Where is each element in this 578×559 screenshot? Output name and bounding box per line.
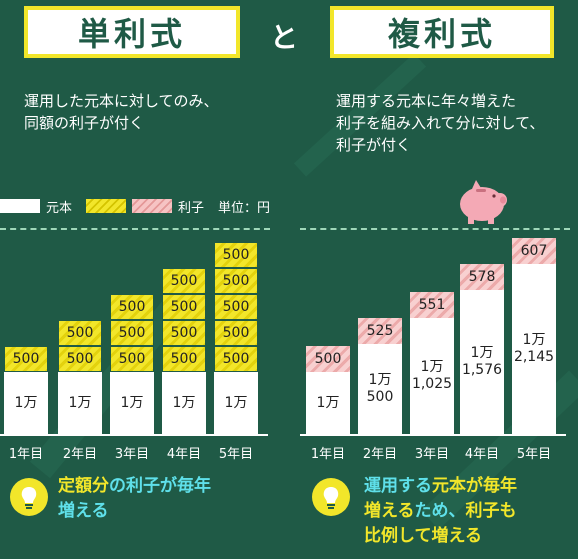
interest-block: 500 (162, 346, 206, 372)
interest-block: 500 (214, 242, 258, 268)
interest-block: 500 (58, 346, 102, 372)
interest-block: 500 (4, 346, 48, 372)
principal-bar: 1万 (58, 372, 102, 434)
legend-principal-swatch (0, 199, 40, 213)
simple-interest-description: 運用した元本に対してのみ、 同額の利子が付く (24, 92, 219, 132)
interest-block: 500 (214, 268, 258, 294)
interest-block: 500 (58, 320, 102, 346)
year-label: 5年目 (218, 447, 254, 462)
principal-bar: 1万 (4, 372, 48, 434)
principal-bar: 1万 (214, 372, 258, 434)
simple-interest-note: 定額分の利子が毎年 増える (58, 476, 211, 521)
interest-block: 500 (162, 320, 206, 346)
legend-interest-swatch-yellow (86, 199, 127, 213)
left-axis (0, 434, 268, 436)
left-guide-line (0, 228, 270, 230)
legend-unit: 単位：円 (218, 200, 271, 216)
interest-block: 500 (214, 320, 258, 346)
interest-block: 607 (512, 238, 556, 264)
legend-interest-label: 利子 (178, 200, 205, 216)
year-label: 1年目 (310, 447, 346, 462)
legend-principal-label: 元本 (46, 200, 73, 216)
year-label: 4年目 (166, 447, 202, 462)
compound-interest-title: 複利式 (330, 6, 554, 58)
principal-bar: 1万 1,025 (410, 318, 454, 434)
interest-block: 500 (162, 268, 206, 294)
lightbulb-icon (10, 478, 48, 516)
year-label: 3年目 (114, 447, 150, 462)
year-label: 5年目 (516, 447, 552, 462)
interest-block: 551 (410, 292, 454, 318)
legend: 元本 利子 単位：円 (0, 196, 270, 216)
piggy-bank-icon (460, 180, 507, 224)
interest-block: 500 (162, 294, 206, 320)
legend-interest-swatch-pink (132, 199, 173, 213)
interest-block: 578 (460, 264, 504, 290)
principal-bar: 1万 1,576 (460, 290, 504, 434)
interest-block: 500 (214, 346, 258, 372)
year-label: 3年目 (414, 447, 450, 462)
principal-bar: 1万 2,145 (512, 264, 556, 434)
simple-interest-title: 単利式 (24, 6, 240, 58)
principal-bar: 1万 (306, 372, 350, 434)
year-label: 4年目 (464, 447, 500, 462)
year-label: 2年目 (362, 447, 398, 462)
compound-interest-note: 運用する元本が毎年 増えるため、利子も 比例して増える (364, 476, 517, 546)
interest-block: 500 (214, 294, 258, 320)
principal-bar: 1万 500 (358, 344, 402, 434)
interest-block: 500 (110, 320, 154, 346)
right-axis (300, 434, 566, 436)
interest-block: 500 (110, 346, 154, 372)
year-label: 2年目 (62, 447, 98, 462)
interest-block: 500 (110, 294, 154, 320)
principal-bar: 1万 (110, 372, 154, 434)
compound-interest-description: 運用する元本に年々増えた 利子を組み入れて分に対して、 利子が付く (336, 92, 545, 154)
lightbulb-icon (312, 478, 350, 516)
connector-text: と (270, 21, 299, 54)
principal-bar: 1万 (162, 372, 206, 434)
interest-block: 525 (358, 318, 402, 344)
year-label: 1年目 (8, 447, 44, 462)
right-guide-line (300, 228, 570, 230)
interest-block: 500 (306, 346, 350, 372)
